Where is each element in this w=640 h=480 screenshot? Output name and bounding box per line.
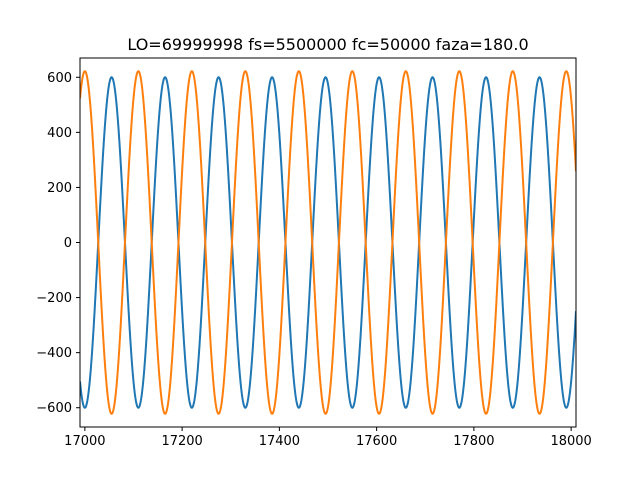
- plot-frame: [79, 57, 577, 428]
- x-tick-label: 17800: [453, 434, 494, 449]
- series-line-1: [80, 76, 576, 409]
- y-tick-label: 400: [47, 126, 72, 141]
- y-tick-label: −600: [36, 401, 72, 416]
- x-tick-label: 17600: [356, 434, 397, 449]
- series-line-2: [80, 70, 576, 415]
- series-layer: [80, 70, 576, 415]
- x-tick-label: 17200: [161, 434, 202, 449]
- x-axis: 17000 17200 17400 17600 17800 18000: [64, 427, 592, 449]
- y-tick-label: 0: [64, 236, 72, 251]
- y-tick-label: 600: [47, 71, 72, 86]
- x-tick-label: 17400: [259, 434, 300, 449]
- y-tick-label: −200: [36, 291, 72, 306]
- chart-title: LO=69999998 fs=5500000 fc=50000 faza=180…: [127, 35, 528, 54]
- x-tick-label: 18000: [550, 434, 591, 449]
- y-axis: −600 −400 −200 0 200 400 600: [36, 71, 80, 416]
- x-tick-label: 17000: [64, 434, 105, 449]
- y-tick-label: −400: [36, 346, 72, 361]
- y-tick-label: 200: [47, 181, 72, 196]
